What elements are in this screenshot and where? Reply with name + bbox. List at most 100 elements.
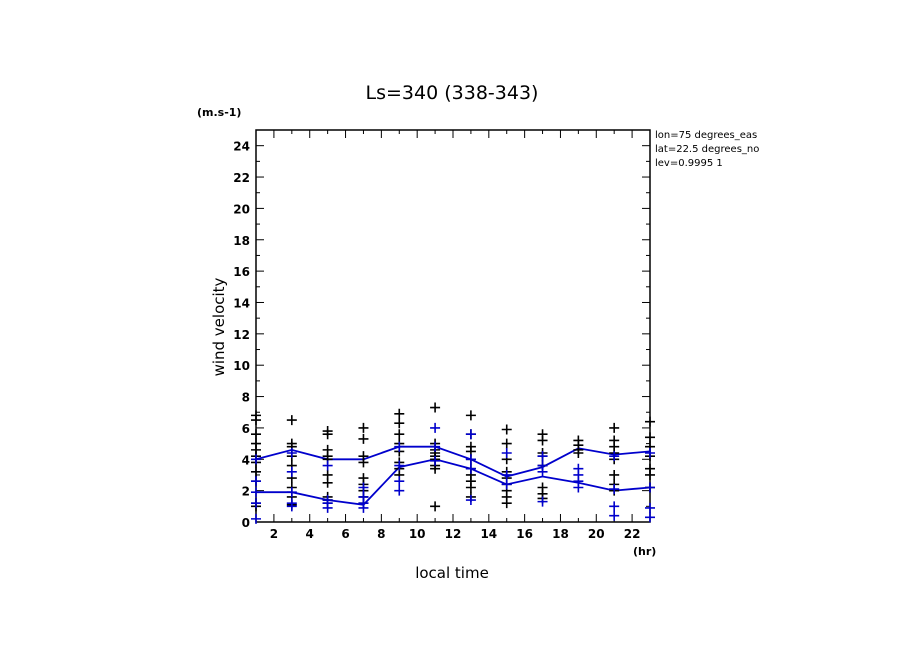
y-tick-label: 14 (233, 296, 250, 310)
y-tick-label: 6 (242, 422, 250, 436)
data-point-blue (322, 502, 333, 513)
data-point-blue (645, 448, 655, 459)
x-axis-unit: (hr) (633, 545, 656, 558)
data-point-blue (537, 466, 548, 477)
data-point-black (358, 422, 369, 433)
data-point-blue (251, 454, 261, 465)
x-tick-label: 16 (516, 527, 533, 541)
x-tick-label: 2 (270, 527, 278, 541)
data-point-blue (322, 460, 333, 471)
data-point-blue (573, 482, 584, 493)
data-point-black (394, 418, 405, 429)
data-point-blue (286, 487, 297, 498)
data-point-blue (645, 512, 655, 523)
data-point-blue (645, 482, 655, 493)
x-tick-label: 14 (480, 527, 497, 541)
data-point-black (358, 433, 369, 444)
y-tick-label: 16 (233, 265, 250, 279)
x-tick-label: 10 (409, 527, 426, 541)
data-point-black (322, 477, 333, 488)
data-point-blue (609, 451, 620, 462)
data-point-black (251, 415, 261, 426)
series-line-0 (255, 445, 651, 478)
y-tick-label: 8 (242, 391, 250, 405)
data-point-black (465, 482, 476, 493)
data-point-blue (251, 476, 261, 487)
data-point-blue (430, 422, 441, 433)
data-point-blue (465, 429, 476, 440)
data-point-blue (501, 469, 512, 480)
series-line-1 (256, 458, 651, 506)
info-lat: lat=22.5 degrees_no (655, 144, 759, 155)
data-point-blue (501, 448, 512, 459)
data-point-blue (537, 451, 548, 462)
data-point-black (358, 457, 369, 468)
data-point-blue (430, 455, 441, 466)
data-point-blue (645, 502, 655, 513)
data-point-blue (609, 501, 620, 512)
data-point-blue (430, 441, 441, 452)
y-tick-label: 12 (233, 328, 250, 342)
info-lev: lev=0.9995 1 (655, 158, 723, 169)
data-point-blue (358, 482, 369, 493)
data-point-black (609, 422, 620, 433)
data-point-blue (394, 485, 405, 496)
data-point-black (501, 438, 512, 449)
data-point-black (537, 435, 548, 446)
data-point-blue (251, 513, 261, 524)
data-point-black (286, 415, 297, 426)
data-point-black (573, 448, 584, 459)
chart-title: Ls=340 (338-343) (366, 82, 539, 104)
data-point-blue (286, 501, 297, 512)
data-point-blue (537, 496, 548, 507)
data-point-blue (251, 487, 261, 498)
data-point-blue (465, 463, 476, 474)
data-point-black (322, 429, 333, 440)
info-lon: lon=75 degrees_eas (655, 130, 757, 141)
x-tick-label: 22 (624, 527, 641, 541)
x-tick-label: 4 (306, 527, 314, 541)
y-tick-label: 18 (233, 234, 250, 248)
data-point-black (645, 432, 655, 443)
data-point-blue (465, 454, 476, 465)
data-point-black (645, 469, 655, 480)
data-point-black (430, 501, 441, 512)
y-tick-label: 0 (242, 516, 250, 530)
data-point-blue (394, 460, 405, 471)
x-tick-label: 20 (588, 527, 605, 541)
data-point-black (430, 402, 441, 413)
data-point-blue (501, 479, 512, 490)
y-tick-label: 4 (242, 453, 250, 467)
data-point-blue (251, 498, 261, 509)
data-point-blue (394, 441, 405, 452)
data-point-black (501, 498, 512, 509)
data-point-black (394, 408, 405, 419)
data-point-black (609, 469, 620, 480)
y-tick-label: 20 (233, 202, 250, 216)
data-point-black (251, 466, 261, 477)
x-tick-label: 18 (552, 527, 569, 541)
x-tick-label: 8 (377, 527, 385, 541)
y-tick-label: 24 (233, 140, 250, 154)
data-point-black (645, 416, 655, 427)
data-point-blue (394, 476, 405, 487)
data-point-blue (286, 466, 297, 477)
data-point-blue (465, 495, 476, 506)
x-tick-label: 12 (445, 527, 462, 541)
data-point-black (501, 424, 512, 435)
x-axis-label: local time (415, 564, 489, 582)
y-tick-label: 10 (233, 359, 250, 373)
y-axis-label: wind velocity (210, 277, 228, 376)
data-point-blue (609, 484, 620, 495)
x-tick-label: 6 (341, 527, 349, 541)
data-point-blue (286, 448, 297, 459)
y-tick-label: 22 (233, 171, 250, 185)
y-axis-unit: (m.s-1) (197, 106, 241, 119)
data-point-blue (609, 510, 620, 521)
data-point-black (251, 429, 261, 440)
y-tick-label: 2 (242, 485, 250, 499)
data-point-blue (358, 502, 369, 513)
data-point-black (394, 429, 405, 440)
